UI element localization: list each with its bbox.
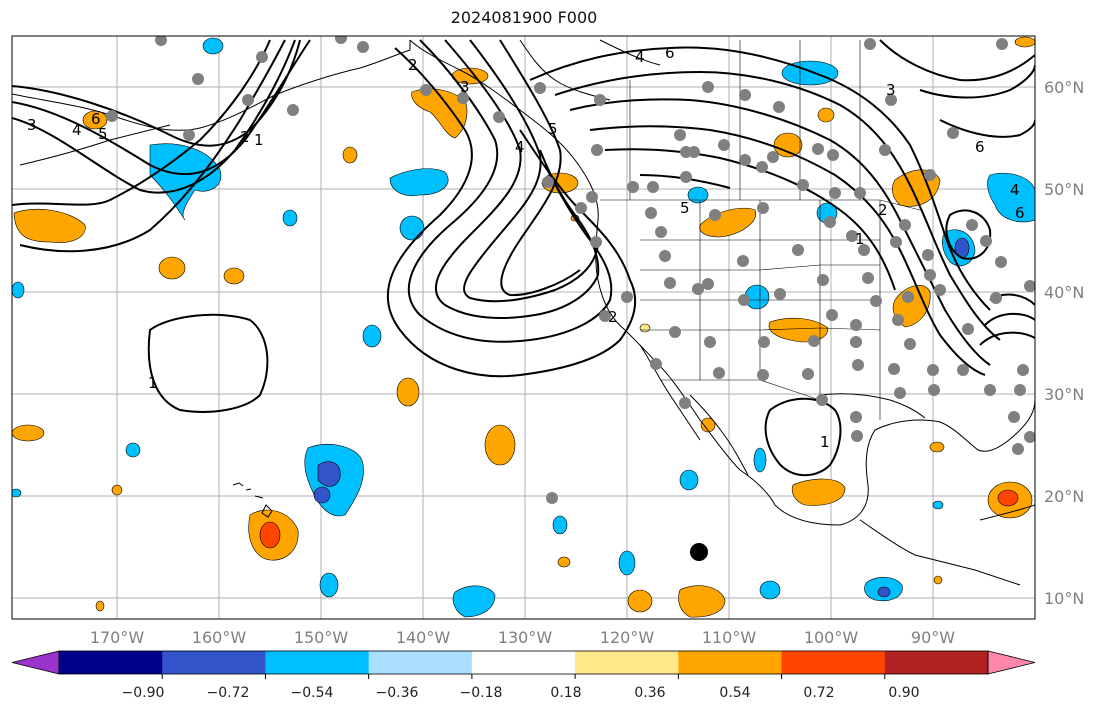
colorbar-segment [575, 651, 679, 674]
colorbar-border [58, 650, 989, 675]
latitude-labels: 60°N 50°N 40°N 30°N 20°N 10°N [1044, 78, 1084, 608]
lat-label: 10°N [1044, 589, 1084, 608]
colorbar-tick-label: −0.36 [376, 685, 419, 701]
contour-label-group: 3 4 5 6 2 1 2 3 4 5 6 4 5 6 2 1 1 1 2 3 … [27, 44, 1025, 451]
contour-label: 1 [820, 433, 830, 451]
lon-label: 130°W [498, 628, 553, 647]
colorbar-tick-label: 0.72 [803, 685, 834, 701]
contour-label: 5 [98, 125, 108, 143]
lat-label: 40°N [1044, 283, 1084, 302]
lat-label: 60°N [1044, 78, 1084, 97]
contour-label: 2 [408, 56, 418, 74]
contour-label: 4 [635, 48, 645, 66]
lon-label: 160°W [192, 628, 247, 647]
contour-label: 5 [548, 120, 558, 138]
colorbar-segment [265, 651, 370, 674]
contour-label: 1 [855, 230, 865, 248]
hawaii-islands [232, 482, 273, 518]
colorbar-segment [471, 651, 576, 674]
contour-label: 6 [665, 44, 675, 62]
contour-label: 6 [91, 110, 101, 128]
contour-label: 6 [1015, 204, 1025, 222]
colorbar-tick-label: 0.18 [550, 685, 581, 701]
colorbar-tick-label: 0.90 [888, 685, 919, 701]
contour-label: 3 [460, 78, 470, 96]
negative-anomaly-shading [12, 37, 1035, 618]
colorbar-tick-label: −0.54 [291, 685, 334, 701]
colorbar-segment [678, 651, 783, 674]
lon-label: 90°W [911, 628, 955, 647]
contour-label: 3 [886, 81, 896, 99]
contour-label: 6 [975, 138, 985, 156]
contour-label: 1 [254, 131, 264, 149]
colorbar-tick-label: 0.36 [634, 685, 665, 701]
longitude-labels: 170°W 160°W 150°W 140°W 130°W 120°W 110°… [90, 628, 955, 647]
contour-label: 3 [27, 116, 37, 134]
colorbar-extend-low [11, 650, 60, 675]
colorbar-segment [884, 651, 989, 674]
colorbar-tick-label: 0.54 [719, 685, 750, 701]
map-frame [11, 35, 1036, 620]
lon-label: 140°W [396, 628, 451, 647]
plot-title: 2024081900 F000 [450, 8, 598, 27]
lon-label: 110°W [702, 628, 757, 647]
contour-label: 2 [240, 128, 250, 146]
contour-label: 4 [72, 121, 82, 139]
contour-label: 4 [515, 138, 525, 156]
lat-label: 50°N [1044, 180, 1084, 199]
lon-label: 150°W [294, 628, 349, 647]
lat-label: 30°N [1044, 385, 1084, 404]
contour-label: 1 [148, 374, 158, 392]
contour-label: 2 [878, 201, 888, 219]
colorbar-segment [162, 651, 266, 674]
lon-label: 100°W [804, 628, 859, 647]
lon-label: 120°W [600, 628, 655, 647]
contour-label: 4 [1010, 181, 1020, 199]
colorbar-segment [368, 651, 473, 674]
colorbar-segment [59, 651, 163, 674]
contour-label: 5 [680, 199, 690, 217]
lon-label: 170°W [90, 628, 145, 647]
colorbar-extend-high [987, 650, 1036, 675]
contour-label: 2 [608, 308, 618, 326]
colorbar-tick-labels: −0.90 −0.72 −0.54 −0.36 −0.18 0.18 0.36 … [122, 685, 920, 701]
center-marker [690, 543, 708, 561]
colorbar [11, 650, 1036, 679]
lat-label: 20°N [1044, 487, 1084, 506]
colorbar-segment [781, 651, 886, 674]
station-dots [106, 36, 1035, 504]
colorbar-tick-label: −0.18 [460, 685, 503, 701]
colorbar-tick-label: −0.72 [207, 685, 250, 701]
map-area [12, 36, 1035, 619]
colorbar-tick-label: −0.90 [122, 685, 165, 701]
